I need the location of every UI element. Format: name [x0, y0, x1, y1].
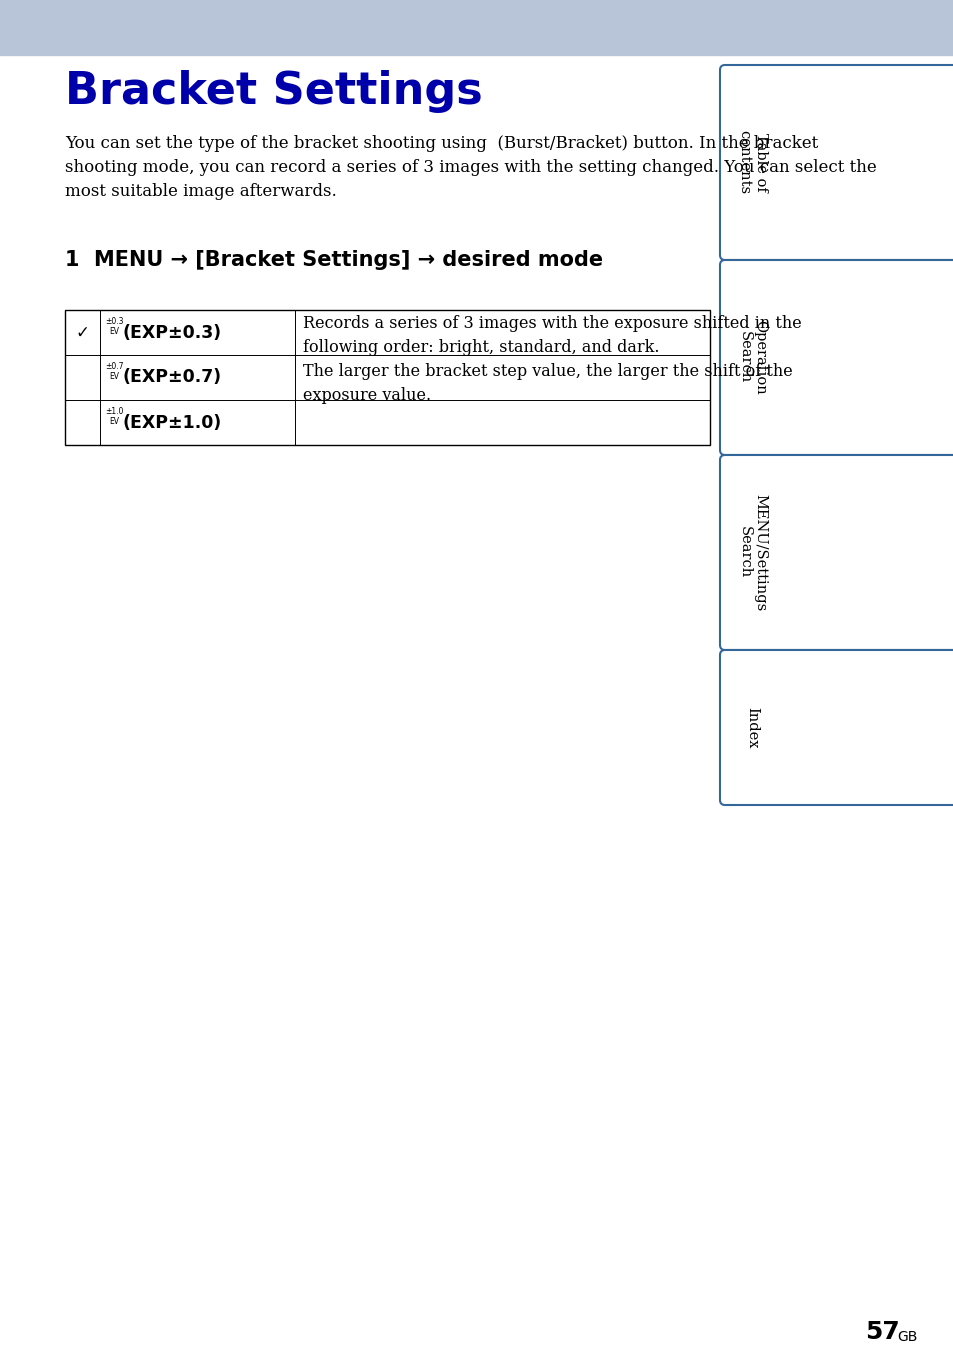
Text: ±0.3
EV: ±0.3 EV — [105, 318, 123, 335]
Text: MENU/Settings
Search: MENU/Settings Search — [737, 494, 767, 611]
Text: 1  MENU → [Bracket Settings] → desired mode: 1 MENU → [Bracket Settings] → desired mo… — [65, 251, 602, 270]
Text: (EXP±0.3): (EXP±0.3) — [123, 323, 222, 341]
FancyBboxPatch shape — [720, 260, 953, 455]
Bar — [0, 0, 953, 55]
Text: 57: 57 — [864, 1320, 899, 1344]
Text: You can set the type of the bracket shooting using  (Burst/Bracket) button. In t: You can set the type of the bracket shoo… — [65, 136, 876, 200]
Text: ✓: ✓ — [75, 323, 90, 341]
Text: (EXP±1.0): (EXP±1.0) — [123, 413, 222, 431]
Text: Table of
contents: Table of contents — [737, 130, 767, 194]
Text: ±0.7
EV: ±0.7 EV — [105, 363, 123, 381]
Text: GB: GB — [896, 1331, 917, 1344]
Bar — [65, 309, 709, 445]
Text: ±1.0
EV: ±1.0 EV — [105, 407, 123, 426]
FancyBboxPatch shape — [720, 455, 953, 650]
FancyBboxPatch shape — [720, 650, 953, 805]
Text: Operation
Search: Operation Search — [737, 320, 767, 394]
Text: Bracket Settings: Bracket Settings — [65, 70, 482, 114]
Text: (EXP±0.7): (EXP±0.7) — [123, 368, 222, 386]
FancyBboxPatch shape — [720, 64, 953, 260]
Text: Records a series of 3 images with the exposure shifted in the
following order: b: Records a series of 3 images with the ex… — [303, 315, 801, 404]
Text: Index: Index — [744, 706, 759, 749]
